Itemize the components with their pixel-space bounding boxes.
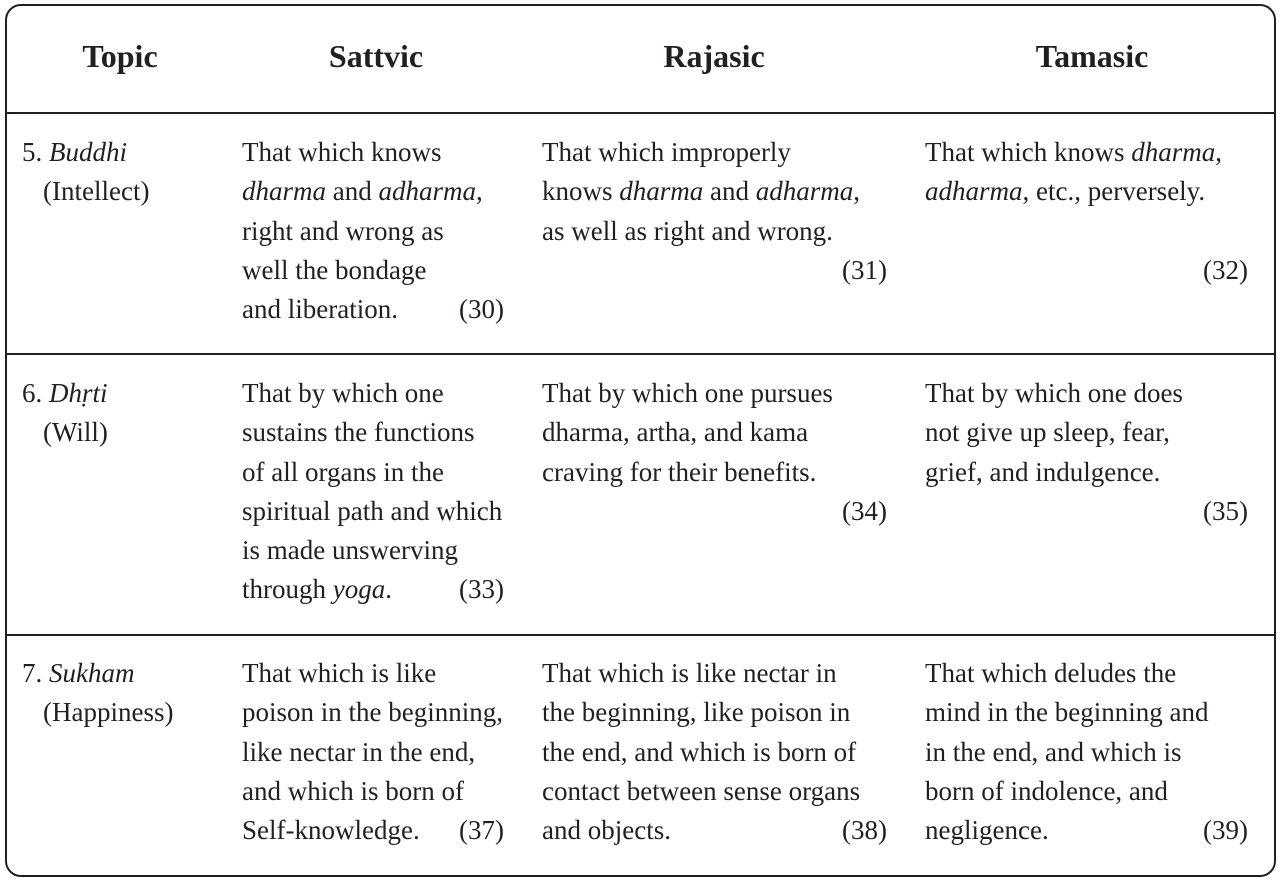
row-2-rajasic: That by which one pursues dharma, artha,… xyxy=(542,378,833,487)
row-3-topic: 7. Sukham (Happiness) xyxy=(22,654,173,733)
row-1-topic: 5. Buddhi (Intellect) xyxy=(22,133,149,212)
row-3-rajasic: That which is like nectar in the beginni… xyxy=(542,658,861,846)
row-3-sattvic: That which is like poison in the beginni… xyxy=(242,658,503,846)
row-2-topic: 6. Dhṛti (Will) xyxy=(22,374,108,453)
topic-gloss: (Intellect) xyxy=(43,176,150,207)
topic-term: Dhṛti xyxy=(49,378,108,408)
topic-number: 7. xyxy=(22,658,43,688)
gunas-table xyxy=(5,4,1276,877)
header-sattvic: Sattvic xyxy=(328,38,424,74)
row-2-tamasic: That by which one does not give up sleep… xyxy=(925,378,1183,487)
topic-term: Buddhi xyxy=(49,137,127,167)
topic-number: 5. xyxy=(22,137,43,167)
row-3-sattvic-ref: (37) xyxy=(459,815,504,845)
row-1-rajasic: That which improperly knows dharma and a… xyxy=(542,137,861,246)
row-3-tamasic-ref: (39) xyxy=(1203,815,1248,845)
row-2-tamasic-ref: (35) xyxy=(1203,496,1248,526)
header-rajasic: Rajasic xyxy=(663,38,765,74)
row-divider-1 xyxy=(7,353,1274,355)
row-1-tamasic: That which knows dharma, adharma, etc., … xyxy=(925,137,1222,207)
row-3-rajasic-ref: (38) xyxy=(842,815,887,845)
row-2-rajasic-ref: (34) xyxy=(842,496,887,526)
row-1-tamasic-ref: (32) xyxy=(1203,255,1248,285)
header-tamasic: Tamasic xyxy=(1035,38,1149,74)
topic-gloss: (Will) xyxy=(43,417,108,448)
row-1-rajasic-ref: (31) xyxy=(842,255,887,285)
row-1-sattvic-ref: (30) xyxy=(459,294,504,324)
topic-number: 6. xyxy=(22,378,43,408)
topic-gloss: (Happiness) xyxy=(43,697,174,728)
row-divider-2 xyxy=(7,634,1274,636)
topic-term: Sukham xyxy=(49,658,135,688)
row-3-tamasic: That which deludes the mind in the begin… xyxy=(925,658,1209,846)
row-2-sattvic: That by which one sustains the functions… xyxy=(242,378,503,605)
header-divider xyxy=(7,112,1274,114)
row-2-sattvic-ref: (33) xyxy=(459,574,504,604)
header-topic: Topic xyxy=(82,38,158,74)
row-1-sattvic: That which knows dharma and adharma, rig… xyxy=(242,137,483,325)
